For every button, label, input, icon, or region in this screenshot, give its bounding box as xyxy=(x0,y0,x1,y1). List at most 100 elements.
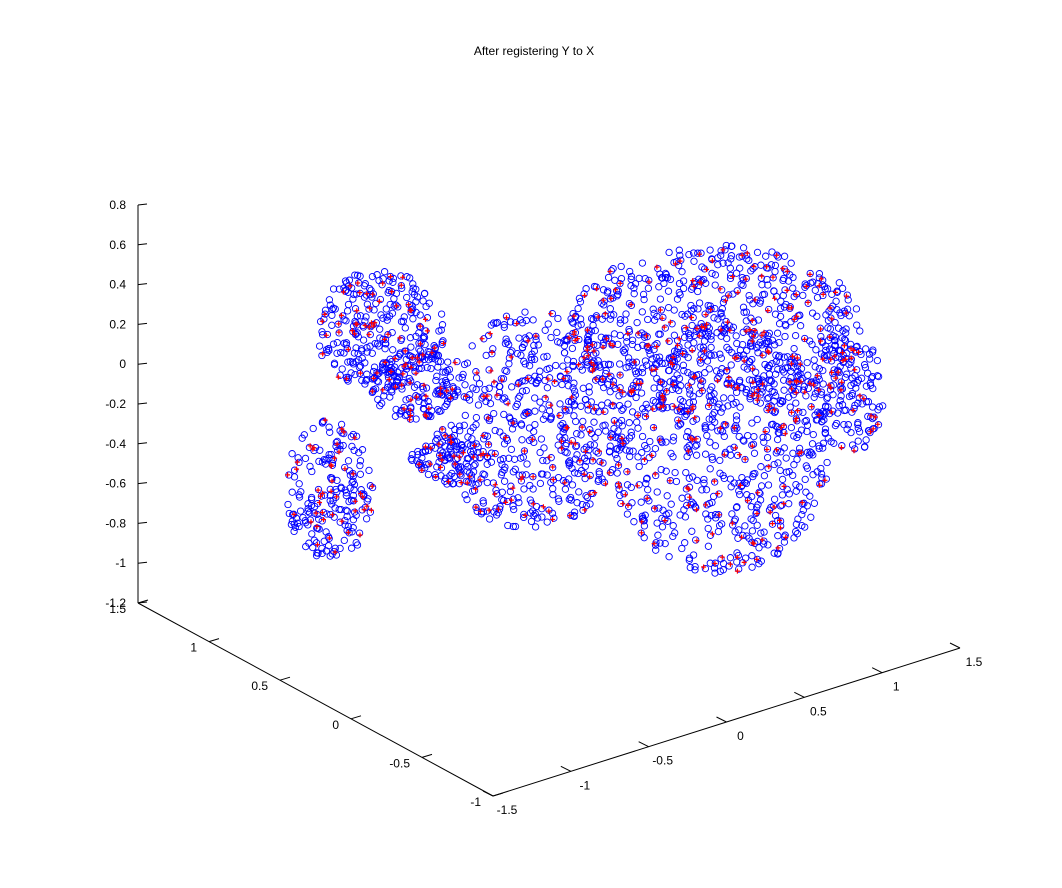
point-red xyxy=(505,401,511,407)
point-blue xyxy=(684,341,692,349)
point-blue xyxy=(802,488,810,496)
point-red xyxy=(307,443,313,449)
point-blue xyxy=(318,517,326,525)
point-blue xyxy=(592,312,601,320)
point-blue xyxy=(438,378,446,386)
point-blue xyxy=(662,467,670,475)
point-blue xyxy=(759,433,767,442)
point-red xyxy=(336,321,342,327)
point-blue xyxy=(605,448,614,456)
point-blue xyxy=(323,330,332,339)
point-blue xyxy=(579,384,587,392)
point-blue xyxy=(373,377,381,385)
point-blue xyxy=(749,440,758,448)
point-blue xyxy=(652,546,660,554)
point-red xyxy=(643,333,649,339)
point-red xyxy=(566,335,572,341)
point-blue xyxy=(775,338,783,347)
point-blue xyxy=(750,432,758,441)
point-blue xyxy=(807,279,815,287)
point-red xyxy=(828,409,834,415)
point-red xyxy=(467,474,473,480)
point-blue xyxy=(503,367,511,375)
point-blue xyxy=(659,506,667,514)
point-blue xyxy=(817,390,825,399)
point-blue xyxy=(787,379,795,387)
point-blue xyxy=(863,369,872,377)
point-red xyxy=(699,324,705,330)
point-blue xyxy=(568,344,577,353)
point-blue xyxy=(698,263,706,271)
point-red xyxy=(546,508,552,514)
point-red xyxy=(392,384,398,390)
point-blue xyxy=(786,403,794,411)
point-blue xyxy=(514,494,522,502)
point-blue xyxy=(607,267,616,275)
point-blue xyxy=(684,382,692,390)
point-blue xyxy=(574,304,582,313)
point-blue xyxy=(664,287,673,295)
point-red xyxy=(439,426,445,432)
point-blue xyxy=(630,290,638,298)
point-blue xyxy=(622,364,630,372)
point-red xyxy=(861,396,867,402)
point-blue xyxy=(640,517,648,525)
point-blue xyxy=(478,394,486,402)
point-red xyxy=(485,415,491,421)
point-blue xyxy=(511,465,519,473)
point-blue xyxy=(521,377,529,385)
point-blue xyxy=(835,279,843,287)
point-blue xyxy=(653,519,661,527)
point-blue xyxy=(585,330,593,338)
point-blue xyxy=(561,485,570,493)
point-red xyxy=(285,472,291,478)
point-blue xyxy=(794,371,803,380)
point-red xyxy=(759,352,765,358)
point-red xyxy=(689,406,695,412)
point-red xyxy=(651,425,657,431)
point-red xyxy=(727,327,733,333)
point-blue xyxy=(342,341,350,349)
point-blue xyxy=(771,407,780,415)
point-blue xyxy=(406,274,414,282)
point-blue xyxy=(615,446,623,454)
point-red xyxy=(393,303,399,309)
point-blue xyxy=(774,428,782,437)
point-blue xyxy=(547,333,555,342)
point-blue xyxy=(493,318,502,327)
point-blue xyxy=(529,507,537,515)
point-red xyxy=(852,367,858,373)
point-blue xyxy=(518,387,527,395)
point-blue xyxy=(661,359,669,367)
point-blue xyxy=(388,309,397,317)
point-blue xyxy=(754,501,762,509)
point-blue xyxy=(336,371,344,379)
point-blue xyxy=(742,308,751,316)
point-blue xyxy=(482,351,490,360)
point-blue xyxy=(590,418,598,426)
x-tick-label: 1.5 xyxy=(966,655,983,669)
point-blue xyxy=(616,384,624,392)
point-blue xyxy=(680,367,688,375)
point-red xyxy=(642,456,648,462)
point-blue xyxy=(627,483,635,492)
point-red xyxy=(477,508,483,514)
point-blue xyxy=(505,454,513,462)
point-blue xyxy=(333,349,341,357)
point-blue xyxy=(757,529,765,537)
point-blue xyxy=(625,299,634,308)
chart-title: After registering Y to X xyxy=(474,44,594,58)
point-blue xyxy=(349,295,357,303)
point-blue xyxy=(616,331,624,340)
point-blue xyxy=(675,374,684,383)
point-red xyxy=(332,549,338,555)
point-blue xyxy=(645,453,653,462)
point-blue xyxy=(854,419,862,427)
point-blue xyxy=(618,406,626,414)
point-blue xyxy=(462,393,471,402)
point-blue xyxy=(668,320,676,328)
point-red xyxy=(751,263,757,269)
point-blue xyxy=(376,295,385,304)
point-red xyxy=(423,316,428,322)
